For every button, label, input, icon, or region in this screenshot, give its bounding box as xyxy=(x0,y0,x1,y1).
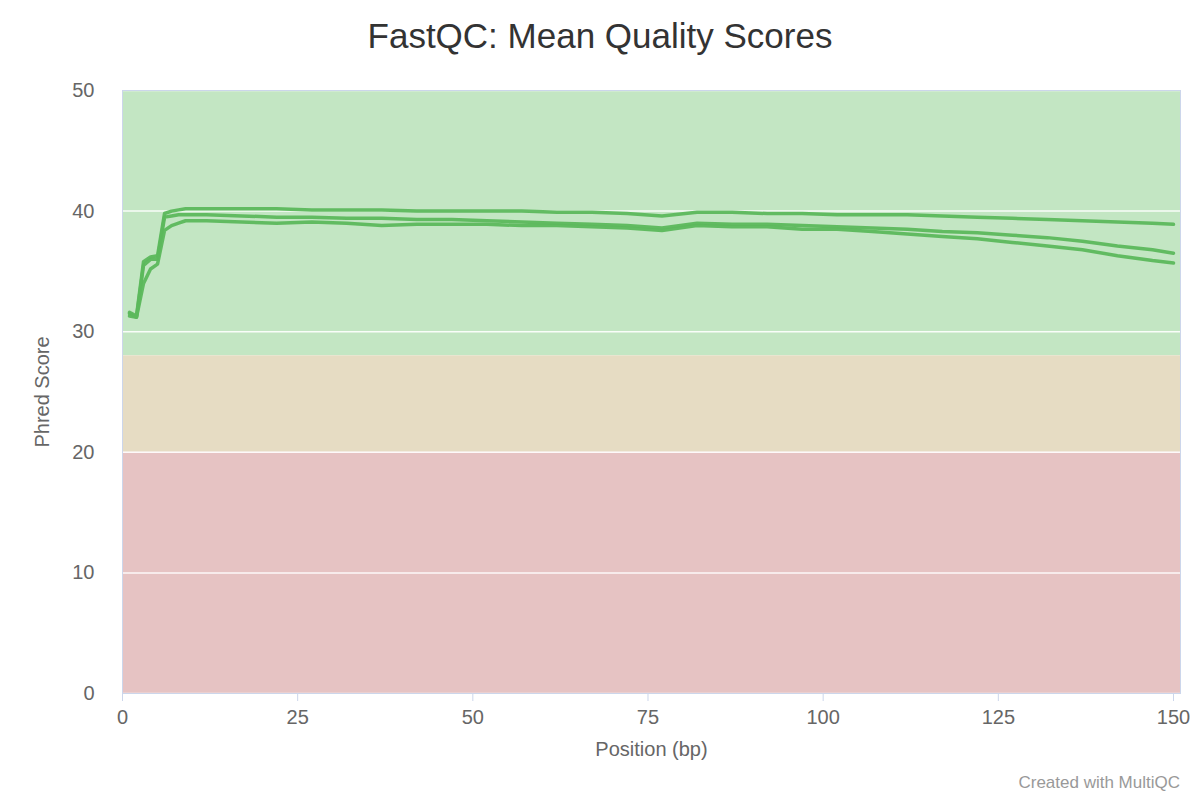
svg-text:40: 40 xyxy=(72,200,94,222)
svg-text:10: 10 xyxy=(72,561,94,583)
svg-text:Phred Score: Phred Score xyxy=(31,336,53,447)
svg-text:125: 125 xyxy=(982,706,1015,728)
svg-text:30: 30 xyxy=(72,320,94,342)
svg-text:75: 75 xyxy=(637,706,659,728)
svg-text:50: 50 xyxy=(72,79,94,101)
svg-text:25: 25 xyxy=(287,706,309,728)
svg-text:100: 100 xyxy=(806,706,839,728)
svg-text:150: 150 xyxy=(1157,706,1190,728)
svg-text:20: 20 xyxy=(72,441,94,463)
svg-text:0: 0 xyxy=(83,682,94,704)
svg-text:0: 0 xyxy=(117,706,128,728)
html-text:Created with MultiQC: Created with MultiQC xyxy=(1018,773,1180,792)
svg-text:50: 50 xyxy=(462,706,484,728)
svg-text:Position (bp): Position (bp) xyxy=(595,738,707,760)
html-text:FastQC: Mean Quality Scores: FastQC: Mean Quality Scores xyxy=(367,16,833,55)
